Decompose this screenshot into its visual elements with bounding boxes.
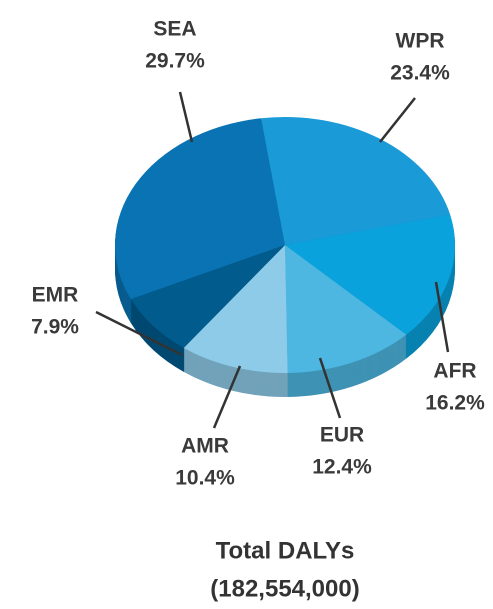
- slice: [183, 245, 288, 373]
- leader-line: [178, 91, 194, 143]
- chart-subtitle: (182,554,000): [210, 575, 359, 602]
- leader-line: [379, 97, 416, 143]
- pie: [114, 117, 455, 397]
- value-label: 7.9%: [31, 316, 79, 339]
- value-label: 29.7%: [145, 50, 205, 73]
- value-label: 16.2%: [425, 392, 485, 415]
- slice-label: EMR: [32, 284, 79, 307]
- chart-title: Total DALYs: [216, 537, 355, 564]
- slice-label: AMR: [181, 435, 229, 458]
- leader-line: [95, 310, 183, 357]
- slice: [114, 118, 285, 300]
- slice-label: WPR: [396, 30, 445, 53]
- slice: [285, 245, 407, 373]
- slice-label: SEA: [153, 18, 196, 41]
- leader-line: [318, 357, 342, 419]
- slice: [285, 214, 455, 335]
- slice: [261, 117, 451, 245]
- slice-label: EUR: [320, 424, 364, 447]
- value-label: 10.4%: [175, 467, 235, 490]
- leader-line: [212, 365, 242, 429]
- value-label: 23.4%: [390, 62, 450, 85]
- value-label: 12.4%: [312, 456, 372, 479]
- leader-line: [434, 281, 450, 353]
- slice-label: AFR: [433, 360, 476, 383]
- slice: [130, 245, 285, 348]
